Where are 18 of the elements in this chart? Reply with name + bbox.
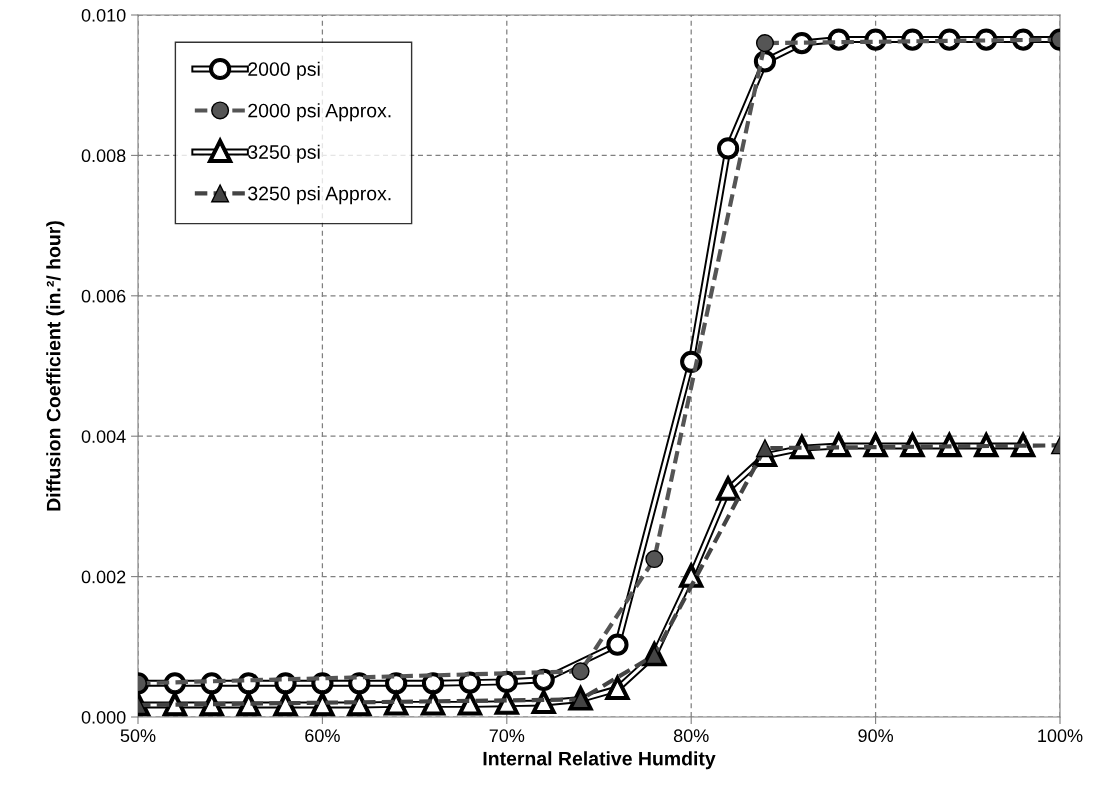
y-tick-label: 0.002	[81, 570, 126, 584]
y-tick-label: 0.008	[81, 149, 126, 163]
x-tick-label: 70%	[489, 729, 525, 743]
x-axis-title: Internal Relative Humdity	[483, 751, 716, 770]
legend-label: 3250 psi	[248, 144, 320, 163]
y-tick-label: 0.000	[81, 710, 126, 724]
y-axis-title: Diffusion Coefficient (in.²/ hour)	[46, 221, 65, 511]
x-tick-label: 50%	[120, 729, 156, 743]
legend-label: 2000 psi Approx.	[248, 103, 391, 122]
y-tick-label: 0.010	[81, 8, 126, 22]
legend-label: 3250 psi Approx.	[248, 186, 391, 205]
x-tick-label: 90%	[858, 729, 894, 743]
x-tick-label: 80%	[673, 729, 709, 743]
y-tick-label: 0.004	[81, 430, 126, 443]
x-tick-label: 60%	[305, 729, 340, 743]
y-tick-label: 0.006	[81, 289, 126, 303]
legend-label: 2000 psi	[248, 61, 320, 80]
x-tick-label: 100%	[1038, 729, 1083, 743]
